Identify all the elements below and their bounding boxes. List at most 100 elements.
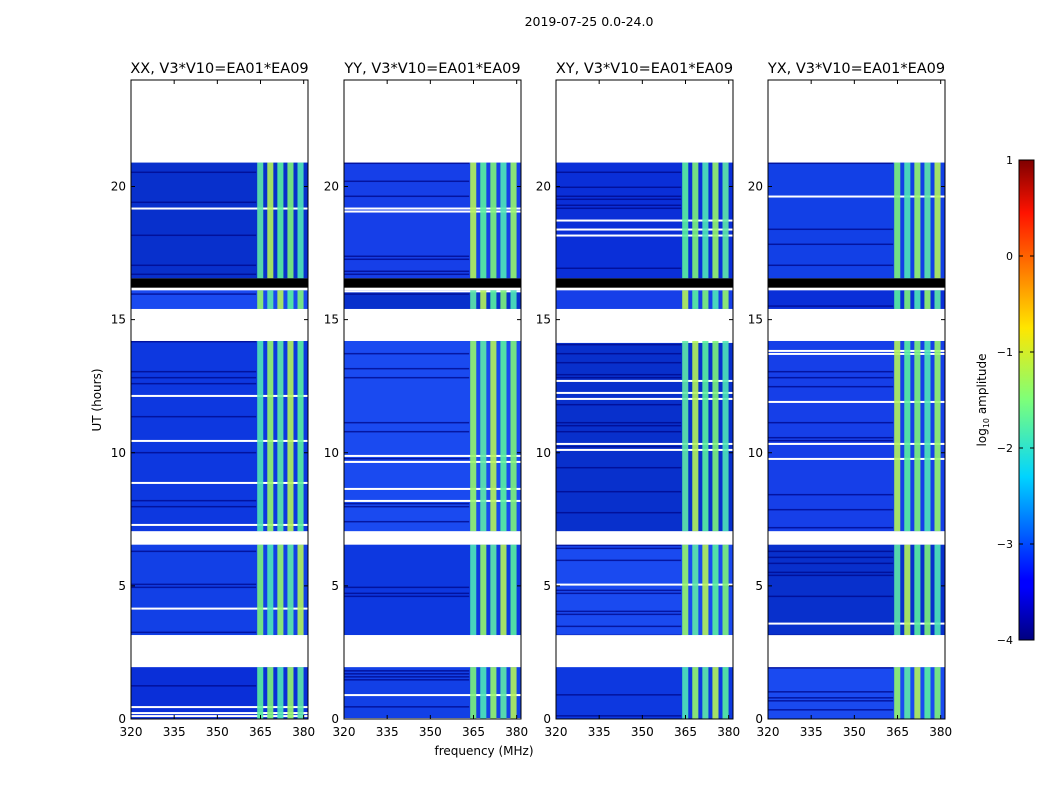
dark-row (344, 673, 470, 675)
flag-row (768, 195, 945, 198)
rfi-stripe (682, 340, 689, 532)
rfi-stripe (914, 290, 921, 309)
dark-row (556, 511, 682, 514)
rfi-stripe (934, 667, 941, 719)
dark-row (556, 361, 682, 364)
x-tick-label: 350 (419, 725, 442, 739)
x-tick-label: 365 (674, 725, 697, 739)
y-tick-label: 20 (324, 180, 339, 194)
dark-row (344, 162, 470, 165)
rfi-stripe (510, 162, 517, 279)
rfi-stripe (277, 340, 284, 532)
flag-row (131, 481, 308, 484)
rfi-stripe (510, 340, 517, 532)
flag-row (344, 460, 521, 463)
dark-row (768, 691, 894, 693)
rfi-stripe (904, 162, 911, 279)
dark-row (768, 385, 894, 388)
panel-title: YX, V3*V10=EA01*EA09 (767, 61, 945, 77)
rfi-stripe (894, 667, 901, 719)
dark-row (556, 186, 682, 189)
rfi-stripe (510, 667, 517, 719)
dark-row (556, 352, 682, 355)
dark-row (556, 403, 682, 406)
dark-row (344, 352, 470, 355)
y-tick-label: 0 (543, 712, 551, 726)
data-band (131, 290, 308, 309)
dark-row (131, 171, 257, 174)
rfi-stripe (490, 162, 497, 279)
dark-row (768, 305, 894, 307)
dark-row (131, 586, 257, 589)
dark-row (344, 180, 470, 183)
dark-row (768, 562, 894, 565)
dark-row (344, 195, 470, 198)
dark-row (556, 445, 682, 448)
rfi-stripe (702, 544, 709, 636)
dark-row (768, 571, 894, 574)
rfi-stripe (894, 340, 901, 532)
x-tick-label: 320 (120, 725, 143, 739)
rfi-stripe (712, 340, 719, 532)
x-tick-label: 335 (163, 725, 186, 739)
rfi-stripe (267, 544, 274, 636)
y-tick-label: 0 (755, 712, 763, 726)
dark-row (556, 373, 682, 376)
rfi-stripe (894, 290, 901, 309)
flagged-gap (344, 635, 521, 668)
y-tick-label: 20 (536, 180, 551, 194)
rfi-stripe (267, 162, 274, 279)
dark-row (556, 592, 682, 595)
x-tick-label: 380 (717, 725, 740, 739)
dark-row (768, 228, 894, 231)
dark-row (556, 544, 682, 547)
dark-row (131, 505, 257, 508)
dark-row (131, 370, 257, 373)
colorbar-tick-label: −1 (997, 346, 1013, 359)
y-tick-label: 15 (748, 313, 763, 327)
flag-row (768, 622, 945, 625)
rfi-stripe (722, 340, 729, 532)
rfi-stripe (490, 290, 497, 309)
dark-row (768, 243, 894, 246)
flagged-gap (556, 80, 733, 163)
rfi-stripe (257, 667, 264, 719)
dark-row (344, 520, 470, 523)
flagged-gap (344, 531, 521, 545)
dark-row (768, 439, 894, 442)
dark-row (556, 610, 682, 613)
dark-row (131, 685, 257, 687)
colorbar-tick-label: 0 (1006, 250, 1013, 263)
flag-row (556, 448, 733, 451)
rfi-stripe (934, 290, 941, 309)
dark-row (556, 613, 682, 616)
rfi-stripe (682, 667, 689, 719)
dense-flag-band (768, 278, 945, 288)
dark-row (556, 267, 682, 270)
rfi-stripe (500, 290, 507, 309)
rfi-stripe (297, 162, 304, 279)
y-tick-label: 5 (331, 579, 339, 593)
dark-row (344, 595, 470, 598)
rfi-stripe (924, 290, 931, 309)
panel-image (556, 80, 733, 719)
rfi-stripe (257, 340, 264, 532)
dark-row (556, 547, 682, 550)
rfi-stripe (470, 667, 477, 719)
rfi-stripe (277, 544, 284, 636)
dark-row (556, 466, 682, 469)
y-tick-label: 15 (324, 313, 339, 327)
x-tick-label: 380 (505, 725, 528, 739)
flag-row (131, 439, 308, 442)
dark-row (131, 550, 257, 553)
flag-row (556, 391, 733, 394)
rfi-stripe (297, 340, 304, 532)
flag-row (131, 207, 308, 210)
y-tick-label: 10 (324, 446, 339, 460)
dark-row (768, 550, 894, 553)
dark-row (556, 204, 682, 207)
flag-row (556, 228, 733, 231)
flag-row (556, 379, 733, 382)
rfi-stripe (904, 290, 911, 309)
panel-yy: YY, V3*V10=EA01*EA09 320 335 350 365 380 0 5 10 1… (324, 61, 528, 739)
